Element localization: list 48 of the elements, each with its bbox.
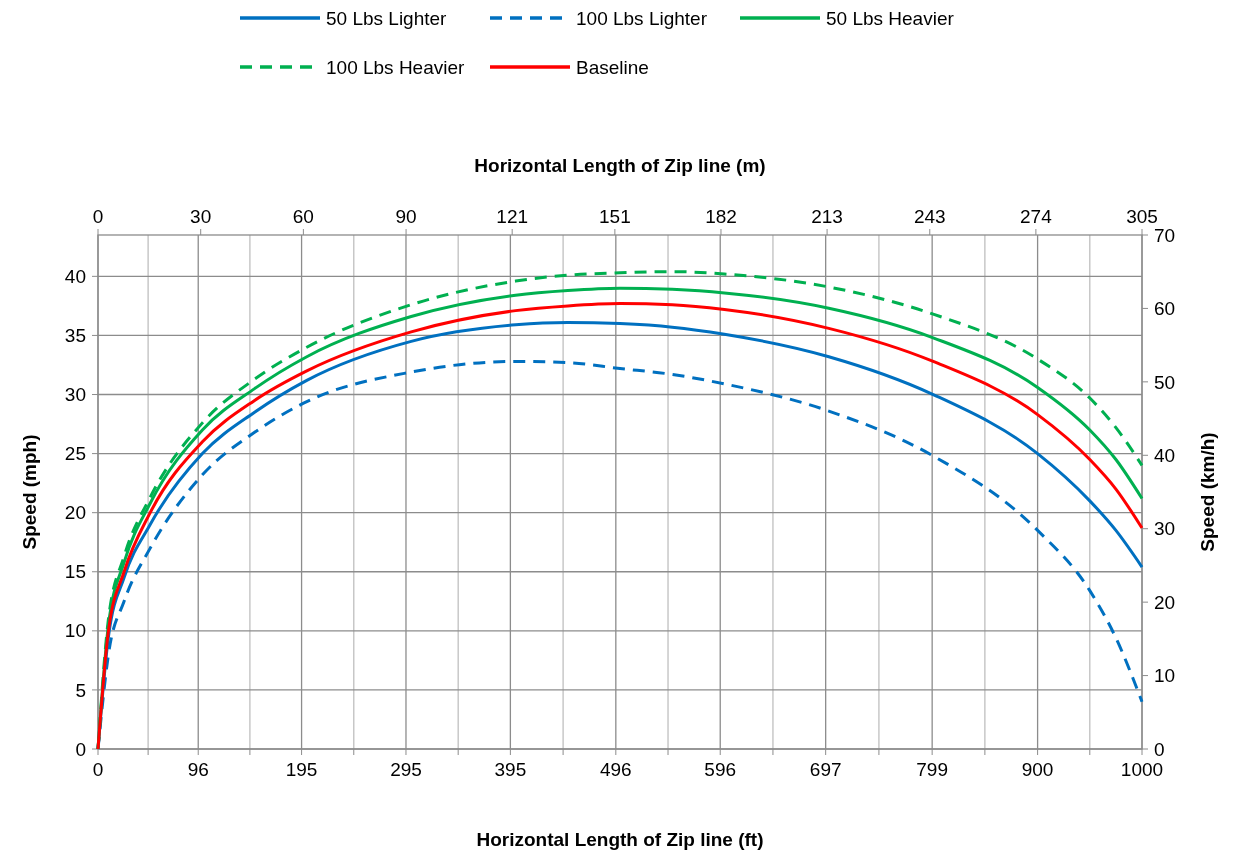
y-tick-label: 15 (64, 561, 86, 583)
x2-tick-label: 0 (92, 206, 104, 227)
x-tick-label: 799 (916, 759, 949, 780)
x-tick-label: 395 (494, 759, 527, 780)
x2-tick-label: 274 (1020, 206, 1053, 227)
x2-tick-label: 305 (1126, 206, 1158, 227)
y2-tick-label: 0 (1154, 738, 1165, 760)
x2-tick-label: 30 (190, 206, 212, 227)
x-tick-label: 295 (390, 759, 422, 780)
y2-tick-label: 60 (1154, 298, 1176, 320)
x2-tick-label: 151 (599, 206, 631, 227)
x2-tick-label: 243 (913, 206, 946, 227)
y2-tick-label: 10 (1154, 665, 1176, 687)
y-tick-label: 35 (64, 325, 86, 347)
y-tick-label: 30 (64, 384, 86, 406)
legend-label: 50 Lbs Lighter (326, 7, 448, 29)
x-tick-label: 596 (704, 759, 737, 780)
y-tick-label: 5 (75, 679, 86, 701)
y-tick-label: 10 (64, 620, 86, 642)
x-tick-label: 496 (599, 759, 632, 780)
y-tick-label: 20 (64, 502, 86, 524)
y2-tick-label: 40 (1154, 444, 1176, 466)
x-tick-label: 195 (285, 759, 318, 780)
x-tick-label: 0 (92, 759, 104, 780)
x-tick-label: 900 (1021, 759, 1054, 780)
x2-tick-label: 213 (811, 206, 843, 227)
y-axis-title: Speed (mph) (19, 434, 40, 550)
x-tick-label: 1000 (1120, 759, 1164, 780)
y2-axis-title: Speed (km/h) (1197, 432, 1218, 552)
legend-label: 100 Lbs Lighter (576, 7, 708, 29)
y-tick-label: 25 (64, 443, 86, 465)
x2-axis-title: Horizontal Length of Zip line (m) (474, 155, 766, 176)
legend-label: Baseline (576, 56, 649, 78)
y-tick-label: 0 (75, 738, 86, 760)
x-tick-label: 96 (187, 759, 209, 780)
y2-tick-label: 70 (1154, 224, 1176, 246)
legend-label: 50 Lbs Heavier (826, 7, 955, 29)
legend-label: 100 Lbs Heavier (326, 56, 466, 78)
x2-tick-label: 90 (395, 206, 417, 227)
x-tick-label: 697 (809, 759, 842, 780)
x2-tick-label: 121 (496, 206, 529, 227)
x-axis-title: Horizontal Length of Zip line (ft) (476, 829, 764, 850)
x2-tick-label: 60 (292, 206, 314, 227)
y2-tick-label: 50 (1154, 371, 1176, 393)
y2-tick-label: 30 (1154, 518, 1176, 540)
x2-tick-label: 182 (705, 206, 737, 227)
y2-tick-label: 20 (1154, 591, 1176, 613)
y-tick-label: 40 (64, 266, 86, 288)
